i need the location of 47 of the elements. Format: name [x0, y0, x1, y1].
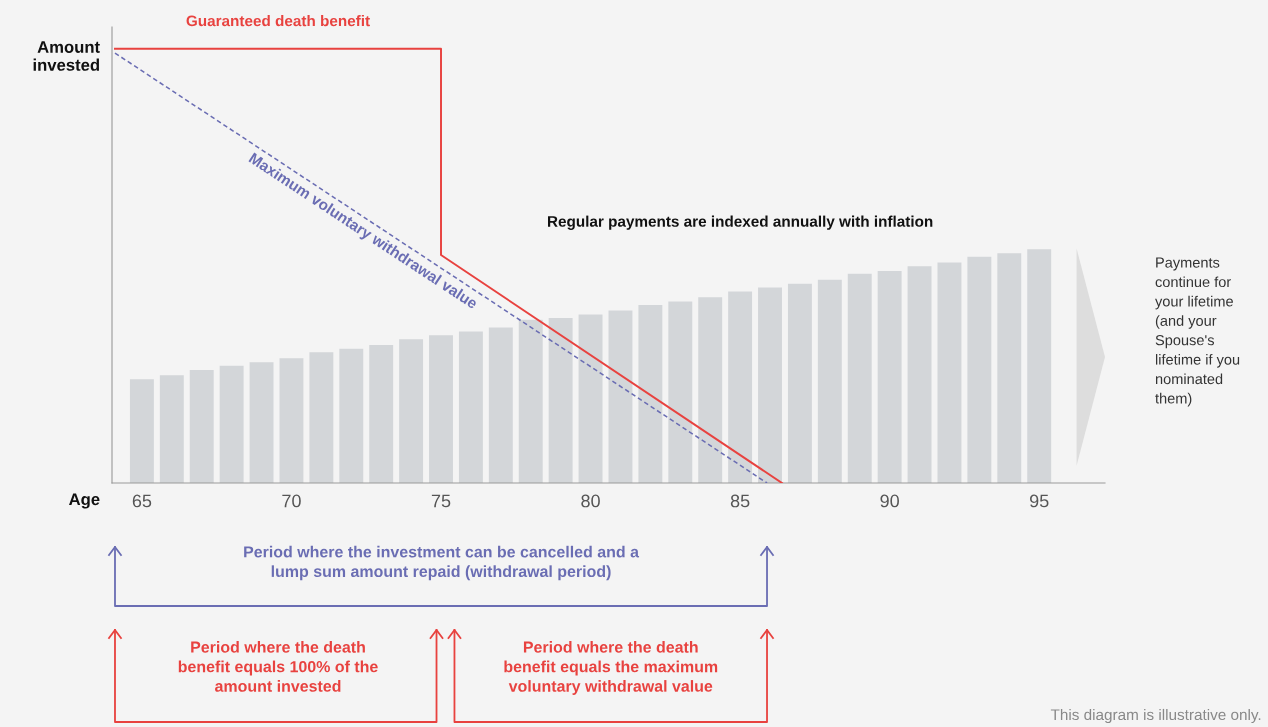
- bar: [219, 365, 244, 483]
- bar: [309, 352, 334, 483]
- text: Period where the death benefit equals the maximum voluntary withdrawal value: [504, 641, 718, 695]
- bar: [728, 291, 753, 483]
- bar: [1027, 249, 1052, 483]
- bar: [189, 370, 214, 483]
- bar: [249, 362, 274, 483]
- bar: [458, 331, 483, 483]
- bar: [399, 339, 424, 483]
- bar: [548, 317, 573, 483]
- x-tick-label: 95: [1030, 494, 1049, 508]
- bar: [159, 375, 184, 483]
- bar: [369, 344, 394, 483]
- x-tick-label: 75: [431, 494, 451, 508]
- bar: [937, 262, 962, 483]
- x-tick-label: 90: [880, 494, 899, 508]
- bar: [518, 319, 543, 483]
- bar: [997, 253, 1022, 483]
- bar: [787, 283, 812, 483]
- bar: [817, 279, 842, 483]
- bar: [847, 273, 872, 483]
- text: Period where the death benefit equals 100% of the amount invested: [178, 641, 378, 692]
- text: Regular payments are indexed annually with inflation: [548, 215, 933, 230]
- bar: [429, 335, 453, 483]
- x-tick-label: 80: [581, 494, 600, 508]
- bar: [488, 327, 513, 483]
- bar: [578, 314, 603, 483]
- text: Period where the investment can be cancelled and a lump sum amount repaid (withdrawal period): [244, 545, 640, 581]
- x-tick-label: 65: [132, 494, 152, 508]
- series-label: Guaranteed death benefit: [186, 15, 370, 27]
- bar: [638, 304, 663, 483]
- text: Payments continue for your lifetime (and your Spouse's lifetime if you nominated them): [1155, 257, 1240, 407]
- bar: [668, 301, 693, 483]
- x-tick-label: 70: [282, 494, 301, 508]
- x-tick-label: 85: [730, 494, 750, 508]
- bar: [279, 358, 304, 483]
- bar: [608, 310, 633, 483]
- bar: [758, 287, 782, 483]
- y-axis-title: Amount invested: [33, 41, 100, 71]
- bar: [129, 379, 154, 483]
- bar: [967, 256, 992, 483]
- bar: [877, 271, 902, 483]
- x-axis-title: Age: [69, 493, 100, 509]
- text: This diagram is illustrative only.: [1050, 708, 1261, 724]
- bar: [339, 348, 364, 483]
- bar: [907, 266, 932, 483]
- bar: [698, 297, 723, 483]
